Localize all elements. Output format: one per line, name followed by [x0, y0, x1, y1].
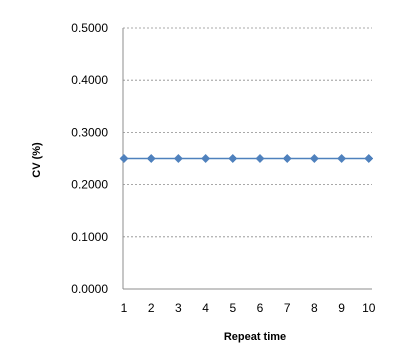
x-tick-label: 8 — [311, 301, 318, 315]
x-tick-label: 3 — [175, 301, 182, 315]
y-tick-label: 0.1000 — [71, 230, 108, 244]
y-tick-label: 0.3000 — [71, 125, 108, 139]
y-axis-title: CV (%) — [31, 142, 43, 178]
data-point-marker — [337, 153, 347, 164]
x-axis-title: Repeat time — [224, 331, 286, 343]
series — [119, 153, 374, 164]
y-tick-label: 0.4000 — [71, 73, 108, 87]
y-tick-label: 0.2000 — [71, 178, 108, 192]
y-tick-labels: 0.0000 0.1000 0.2000 0.3000 0.4000 0.5000 — [71, 21, 108, 296]
x-tick-label: 2 — [148, 301, 155, 315]
data-point-marker — [173, 153, 183, 164]
gridlines — [123, 27, 372, 238]
data-point-marker — [282, 153, 292, 164]
data-point-marker — [146, 153, 156, 164]
x-tick-label: 5 — [229, 301, 236, 315]
data-point-marker — [119, 153, 129, 164]
x-tick-labels: 1 2 3 4 5 6 7 8 9 10 — [121, 301, 376, 315]
x-tick-label: 7 — [284, 301, 291, 315]
y-tick-label: 0.5000 — [71, 21, 108, 35]
x-tick-label: 4 — [202, 301, 209, 315]
x-tick-label: 9 — [338, 301, 345, 315]
data-point-marker — [364, 153, 374, 164]
data-point-marker — [309, 153, 319, 164]
x-tick-label: 6 — [257, 301, 264, 315]
y-tick-label: 0.0000 — [71, 282, 108, 296]
x-tick-label: 1 — [121, 301, 128, 315]
data-point-marker — [255, 153, 265, 164]
data-point-marker — [201, 153, 211, 164]
data-point-marker — [228, 153, 238, 164]
x-tick-label: 10 — [362, 301, 376, 315]
